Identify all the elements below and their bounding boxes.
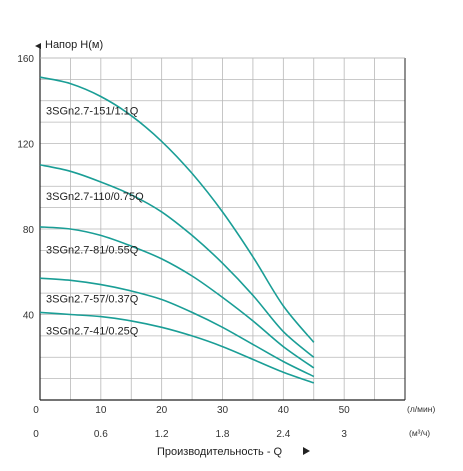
series-line xyxy=(39,226,315,369)
x-tick-label: 20 xyxy=(156,405,168,416)
y-axis-arrow-icon xyxy=(35,43,41,49)
x2-tick-label: 0.6 xyxy=(94,429,108,440)
y-axis-title: Напор Н(м) xyxy=(45,39,103,51)
x2-tick-label: 1.8 xyxy=(216,429,230,440)
x2-tick-label: 3 xyxy=(341,429,347,440)
series-line xyxy=(39,164,315,358)
x-tick-label: 40 xyxy=(278,405,290,416)
series-label: 3SGn2.7-81/0.55Q xyxy=(46,244,139,256)
series-line xyxy=(39,277,315,378)
x-tick-label: 50 xyxy=(339,405,351,416)
y-tick-label: 80 xyxy=(23,225,35,236)
series-label: 3SGn2.7-110/0.75Q xyxy=(46,191,144,203)
x2-tick-label: 1.2 xyxy=(155,429,169,440)
x2-tick-label: 0 xyxy=(33,429,39,440)
y-tick-label: 160 xyxy=(17,54,34,65)
series-curves xyxy=(39,76,315,384)
y-tick-label: 40 xyxy=(23,311,35,322)
x2-tick-label: 2.4 xyxy=(276,429,290,440)
x-tick-label: 30 xyxy=(217,405,229,416)
grid-lines xyxy=(40,57,405,400)
axes xyxy=(39,44,406,401)
x-tick-label: 10 xyxy=(95,405,107,416)
series-labels: 3SGn2.7-151/1.1Q 3SGn2.7-110/0.75Q 3SGn2.7… xyxy=(46,105,144,337)
x-axis-title: Производительность - Q xyxy=(157,446,283,458)
series-line xyxy=(39,311,315,384)
x-axis-arrow-icon xyxy=(303,447,310,455)
tick-labels: 40 80 120 160 0 10 20 30 40 50 0 0.6 1.2 1.8 2.4 3 xyxy=(17,54,350,440)
y-tick-label: 120 xyxy=(17,140,34,151)
x2-axis-unit: (м³/ч) xyxy=(409,428,430,438)
series-line xyxy=(39,76,315,343)
x-axis-unit: (л/мин) xyxy=(407,404,435,414)
x-tick-label: 0 xyxy=(33,405,39,416)
series-label: 3SGn2.7-41/0.25Q xyxy=(46,326,139,338)
series-label: 3SGn2.7-151/1.1Q xyxy=(46,105,139,117)
series-label: 3SGn2.7-57/0.37Q xyxy=(46,294,139,306)
